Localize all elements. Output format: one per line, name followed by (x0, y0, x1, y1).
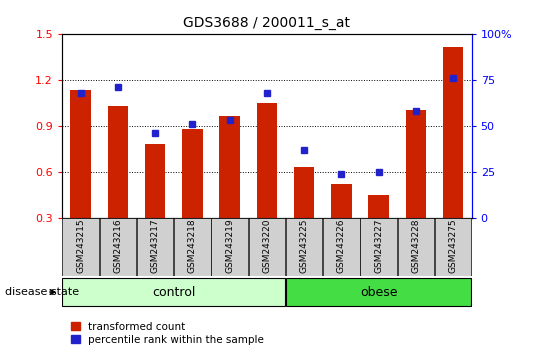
Bar (443, 47, 463, 218)
Text: GSM243227: GSM243227 (374, 218, 383, 273)
Text: GSM243218: GSM243218 (188, 218, 197, 273)
Bar (145, 144, 165, 218)
Text: disease state: disease state (5, 287, 80, 297)
Text: obese: obese (360, 286, 397, 298)
FancyBboxPatch shape (174, 218, 211, 276)
FancyBboxPatch shape (63, 278, 285, 306)
FancyBboxPatch shape (435, 218, 471, 276)
Bar (182, 129, 203, 218)
Legend: transformed count, percentile rank within the sample: transformed count, percentile rank withi… (67, 317, 268, 349)
Title: GDS3688 / 200011_s_at: GDS3688 / 200011_s_at (183, 16, 350, 30)
Bar (257, 103, 277, 218)
FancyBboxPatch shape (211, 218, 248, 276)
Text: GSM243275: GSM243275 (448, 218, 458, 273)
FancyBboxPatch shape (286, 278, 471, 306)
Text: GSM243216: GSM243216 (113, 218, 122, 273)
FancyBboxPatch shape (63, 218, 99, 276)
Text: control: control (152, 286, 196, 298)
FancyBboxPatch shape (286, 218, 322, 276)
FancyBboxPatch shape (137, 218, 174, 276)
Text: GSM243226: GSM243226 (337, 218, 346, 273)
FancyBboxPatch shape (398, 218, 434, 276)
FancyBboxPatch shape (248, 218, 285, 276)
FancyBboxPatch shape (323, 218, 360, 276)
Bar (405, 110, 426, 218)
Text: GSM243220: GSM243220 (262, 218, 271, 273)
FancyBboxPatch shape (100, 218, 136, 276)
Text: GSM243228: GSM243228 (411, 218, 420, 273)
Text: GSM243225: GSM243225 (300, 218, 308, 273)
Text: GSM243217: GSM243217 (150, 218, 160, 273)
Bar (368, 195, 389, 218)
Bar (108, 106, 128, 218)
FancyBboxPatch shape (360, 218, 397, 276)
Bar (294, 167, 314, 218)
Bar (331, 184, 351, 218)
Bar (219, 116, 240, 218)
Text: GSM243215: GSM243215 (76, 218, 85, 273)
Bar (71, 90, 91, 218)
Text: GSM243219: GSM243219 (225, 218, 234, 273)
